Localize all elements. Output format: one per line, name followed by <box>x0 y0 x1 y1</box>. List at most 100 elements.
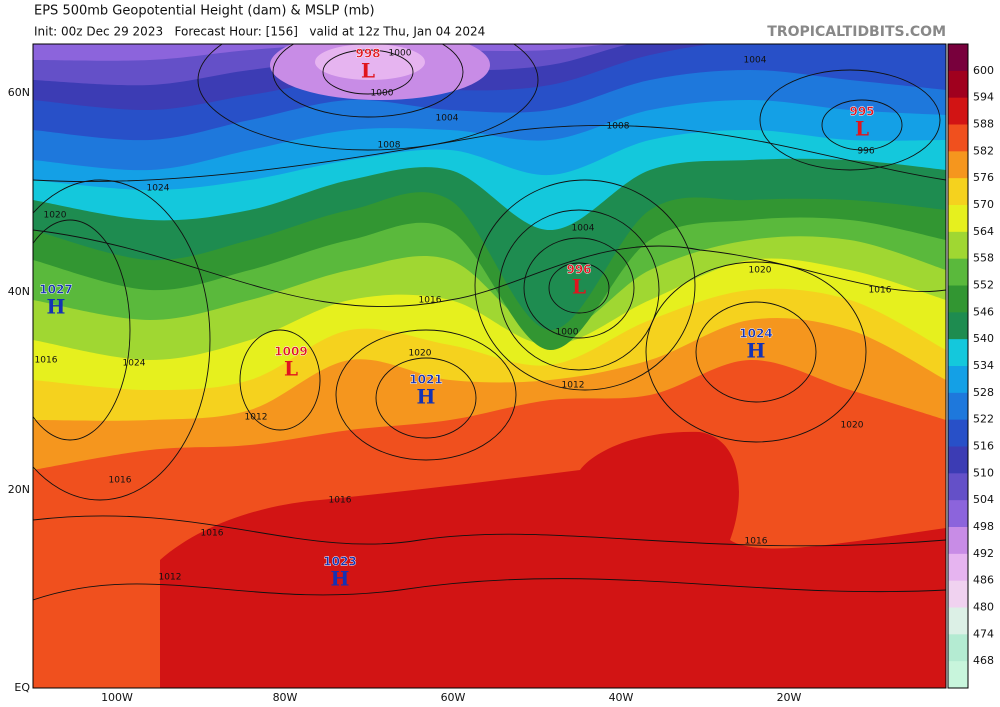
center-value: 998 <box>355 47 380 61</box>
center-letter: L <box>361 59 375 83</box>
title: EPS 500mb Geopotential Height (dam) & MS… <box>34 4 375 19</box>
colorbar-bin <box>948 205 968 233</box>
colorbar-label: 504 <box>973 493 994 506</box>
isobar-label: 1016 <box>869 286 892 296</box>
isobar-label: 1020 <box>749 266 772 276</box>
colorbar-label: 480 <box>973 601 994 614</box>
map <box>33 44 946 688</box>
colorbar-bin <box>948 70 968 99</box>
isobar-label: 1004 <box>744 56 767 66</box>
colorbar-bin <box>948 473 968 501</box>
colorbar-label: 474 <box>973 627 994 640</box>
colorbar-bin <box>948 178 968 206</box>
isobar-label: 1008 <box>607 122 630 132</box>
isobar-label: 1000 <box>389 49 412 59</box>
colorbar-bin <box>948 285 968 313</box>
isobar-label: 1012 <box>562 381 585 391</box>
colorbar-bin <box>948 151 968 179</box>
colorbar-label: 540 <box>973 332 994 345</box>
colorbar-bin <box>948 446 968 474</box>
height-band <box>315 44 425 80</box>
center-value: 1023 <box>323 555 356 569</box>
subtitle: Init: 00z Dec 29 2023 Forecast Hour: [15… <box>34 25 485 39</box>
isobar-label: 1020 <box>44 211 67 221</box>
map-frame <box>32 43 947 689</box>
colorbar-bin <box>948 500 968 528</box>
lat-label: 40N <box>8 285 30 298</box>
colorbar-label: 522 <box>973 413 994 426</box>
isobar-label: 1016 <box>745 537 768 547</box>
lon-label: 40W <box>609 691 634 704</box>
colorbar-label: 588 <box>973 118 994 131</box>
height-band <box>160 431 946 688</box>
isobar-label: 1024 <box>147 184 170 194</box>
isobar-label: 1016 <box>419 296 442 306</box>
lon-label: 80W <box>273 691 298 704</box>
colorbar-bin <box>948 607 968 635</box>
colorbar-label: 510 <box>973 466 994 479</box>
colorbar-label: 570 <box>973 198 994 211</box>
center-letter: L <box>855 117 869 141</box>
colorbar-bin <box>948 231 968 260</box>
center-letter: H <box>417 385 436 409</box>
isobar-label: 1000 <box>371 89 394 99</box>
colorbar-bin <box>948 527 968 555</box>
lon-label: 20W <box>777 691 802 704</box>
lon-label: 60W <box>441 691 466 704</box>
center-value: 996 <box>566 263 591 277</box>
colorbar-label: 492 <box>973 547 994 560</box>
center-letter: H <box>747 339 766 363</box>
colorbar-bin <box>948 312 968 340</box>
colorbar-bin <box>948 553 968 582</box>
colorbar-bin <box>948 97 968 125</box>
isobar-label: 1004 <box>572 224 595 234</box>
lon-label: 100W <box>101 691 133 704</box>
site-credit: TROPICALTIDBITS.COM <box>767 24 946 40</box>
colorbar-bin <box>948 44 968 72</box>
colorbar-bin <box>948 580 968 608</box>
center-letter: L <box>284 357 298 381</box>
colorbar-bin <box>948 419 968 447</box>
isobar-label: 1024 <box>123 359 146 369</box>
isobar-label: 1000 <box>556 328 579 338</box>
isobar-label: 1012 <box>159 573 182 583</box>
isobar-label: 1004 <box>436 114 459 124</box>
isobar-label: 1016 <box>329 496 352 506</box>
isobar-label: 1016 <box>201 529 224 539</box>
colorbar-label: 546 <box>973 305 994 318</box>
colorbar-label: 486 <box>973 574 994 587</box>
colorbar-bin <box>948 124 968 152</box>
colorbar-bin <box>948 634 968 662</box>
colorbar-bin <box>948 258 968 286</box>
isobar-label: 1020 <box>841 421 864 431</box>
lat-label: EQ <box>14 681 30 694</box>
colorbar-label: 468 <box>973 654 994 667</box>
isobar-label: 1008 <box>378 141 401 151</box>
isobars <box>33 44 946 601</box>
isobar-label: 996 <box>857 147 874 157</box>
colorbar-label: 552 <box>973 279 994 292</box>
colorbar: 600 594 588 582 576 570 564 558 552 546 540 534 528 5… <box>947 43 994 689</box>
lat-label: 60N <box>8 86 30 99</box>
colorbar-label: 528 <box>973 386 994 399</box>
colorbar-label: 516 <box>973 440 994 453</box>
colorbar-bin <box>948 392 968 421</box>
colorbar-label: 498 <box>973 520 994 533</box>
center-value: 1027 <box>39 283 72 297</box>
center-value: 995 <box>849 105 874 119</box>
colorbar-label: 564 <box>973 225 994 238</box>
colorbar-label: 558 <box>973 252 994 265</box>
colorbar-label: 534 <box>973 359 994 372</box>
center-letter: H <box>331 567 350 591</box>
colorbar-bin <box>948 366 968 394</box>
colorbar-label: 576 <box>973 171 994 184</box>
colorbar-bin <box>948 661 968 689</box>
colorbar-label: 594 <box>973 91 994 104</box>
colorbar-bin <box>948 339 968 367</box>
isobar-label: 1016 <box>35 356 58 366</box>
center-value: 1009 <box>274 345 307 359</box>
lat-label: 20N <box>8 483 30 496</box>
isobar-label: 1020 <box>409 349 432 359</box>
